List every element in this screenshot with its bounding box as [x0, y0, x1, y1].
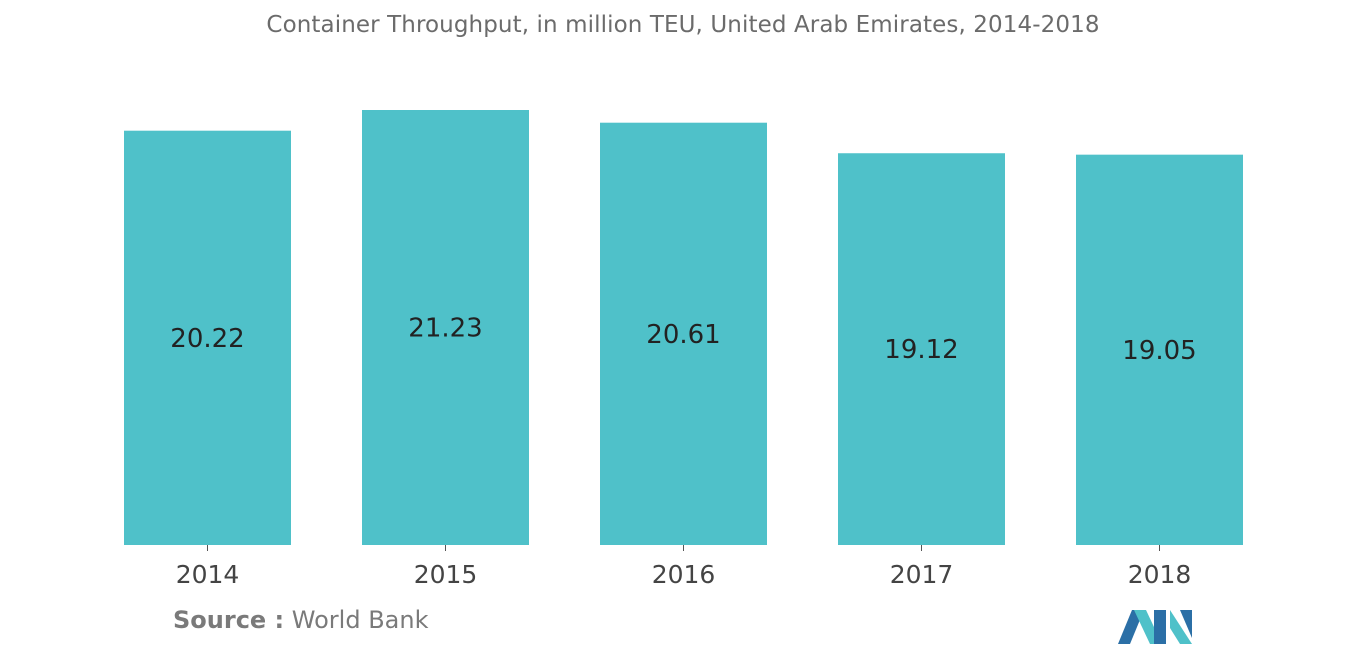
value-label-2017: 19.12 — [884, 335, 958, 365]
x-axis-ticks-layer: 2014 2015 2016 2017 2018 — [176, 545, 1192, 589]
source-line: Source : World Bank — [173, 606, 428, 634]
x-tick-label-2017: 2017 — [890, 560, 954, 589]
bar-2018 — [1076, 154, 1243, 546]
value-label-2018: 19.05 — [1122, 336, 1196, 366]
value-label-2015: 21.23 — [408, 314, 482, 344]
logo-shape-right — [1170, 610, 1192, 644]
mordor-logo-icon — [1118, 610, 1192, 644]
logo-shape-mid-right — [1154, 610, 1166, 644]
bar-2015 — [362, 110, 529, 545]
logo-shape-right-bar — [1180, 610, 1192, 638]
logo-shape-left — [1118, 610, 1144, 644]
source-text: World Bank — [291, 606, 429, 634]
bar-2016 — [600, 122, 767, 545]
chart-title: Container Throughput, in million TEU, Un… — [266, 12, 1100, 38]
bar-2014 — [124, 130, 291, 546]
bar-2017 — [838, 153, 1005, 545]
x-tick-label-2015: 2015 — [414, 560, 478, 589]
x-tick-label-2014: 2014 — [176, 560, 240, 589]
bars-layer — [124, 110, 1243, 546]
x-tick-label-2016: 2016 — [652, 560, 716, 589]
value-label-2014: 20.22 — [170, 324, 244, 354]
source-label: Source : — [173, 606, 285, 634]
value-label-2016: 20.61 — [646, 320, 720, 350]
x-tick-label-2018: 2018 — [1128, 560, 1192, 589]
value-labels-layer: 20.22 21.23 20.61 19.12 19.05 — [170, 314, 1196, 366]
